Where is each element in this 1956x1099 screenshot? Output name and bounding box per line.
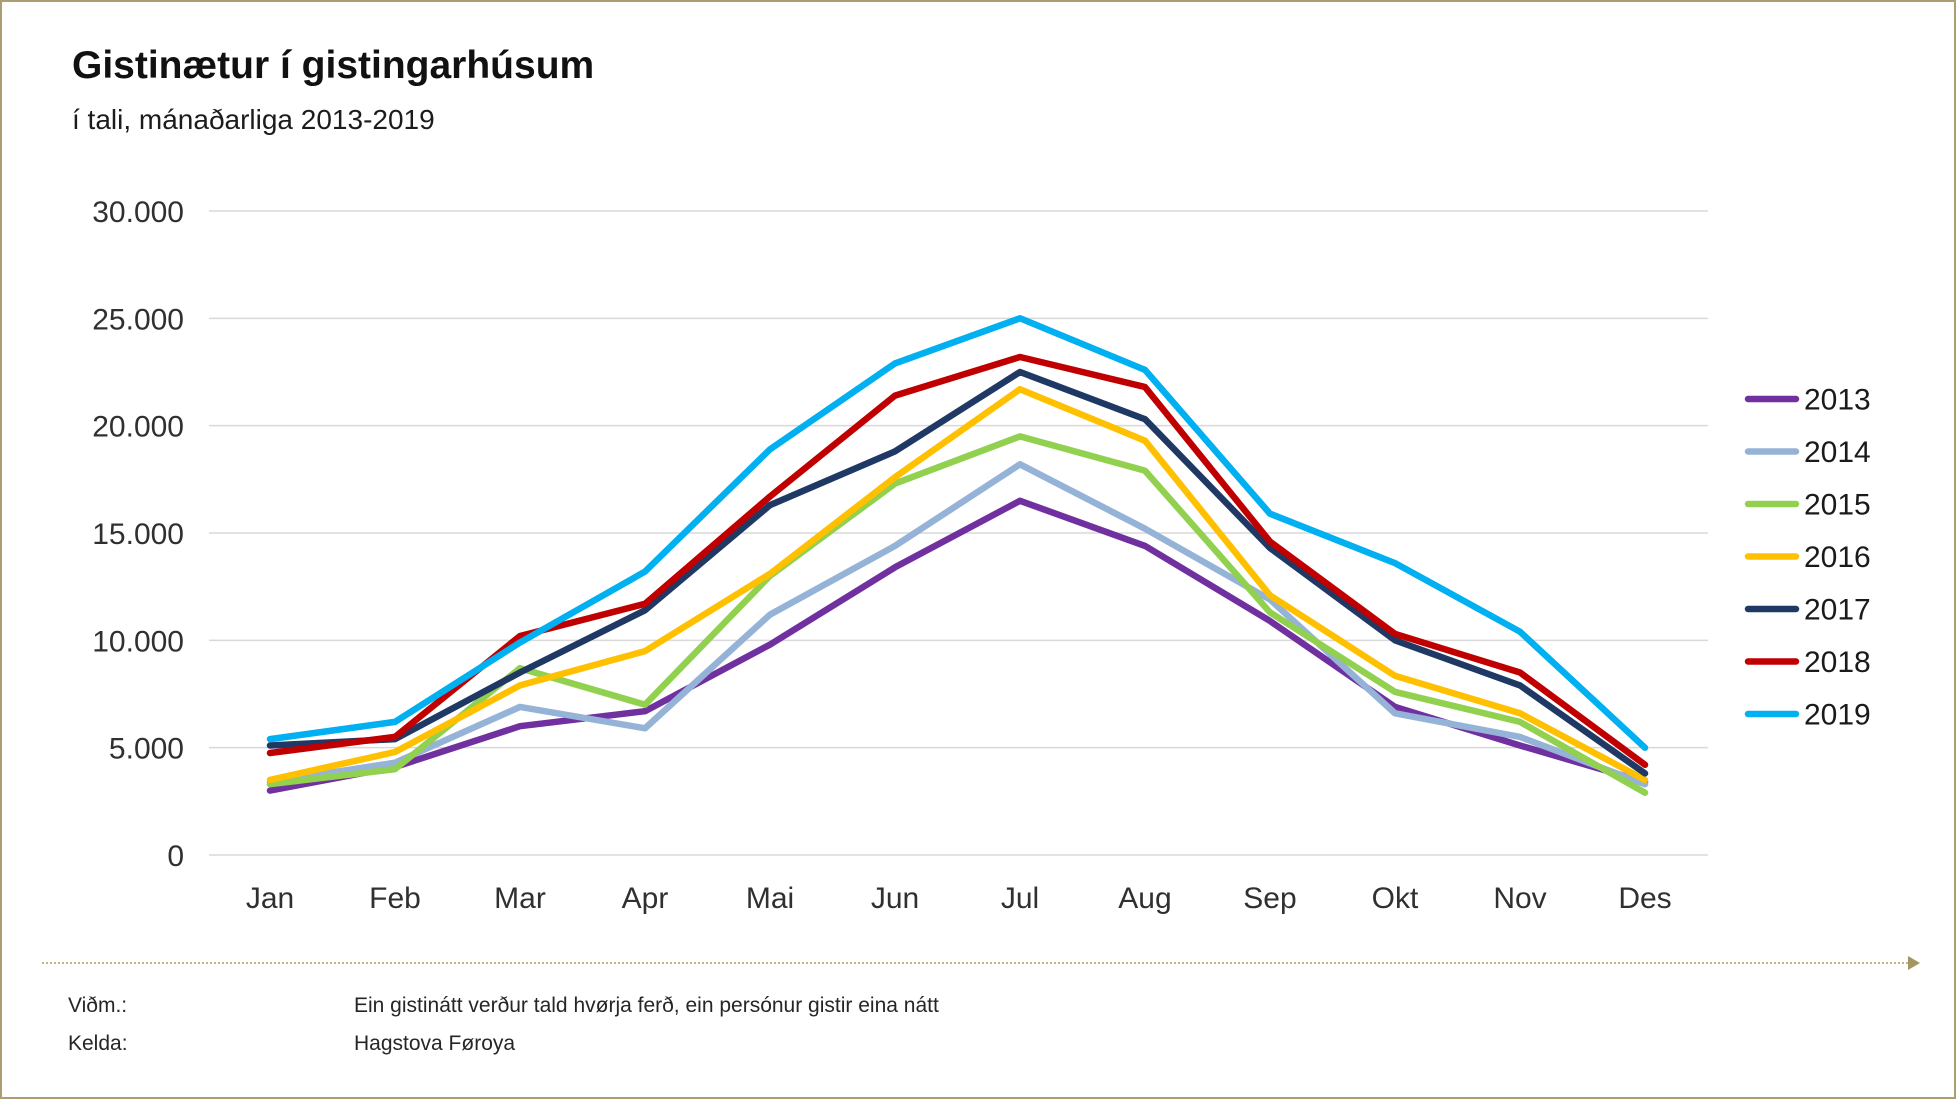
y-axis-label: 20.000 (92, 411, 184, 444)
source-row: Kelda: Hagstova Føroya (68, 1032, 515, 1056)
x-axis-label-mar: Mar (494, 882, 546, 915)
page-subtitle: í tali, mánaðarliga 2013-2019 (72, 104, 435, 135)
y-axis-label: 10.000 (92, 625, 184, 658)
y-axis-label: 5.000 (109, 733, 184, 766)
footnote-label: Viðm.: (68, 994, 128, 1017)
x-axis-label-sep: Sep (1243, 882, 1296, 915)
divider-arrow-icon (1908, 956, 1920, 970)
x-axis-label-nov: Nov (1493, 882, 1546, 915)
legend-label-2015: 2015 (1804, 489, 1871, 522)
legend-label-2014: 2014 (1804, 436, 1871, 469)
page-title: Gistinætur í gistingarhúsum (72, 44, 595, 87)
series-line-2014 (266, 461, 1649, 788)
y-axis-label: 30.000 (92, 196, 184, 229)
legend-label-2017: 2017 (1804, 594, 1871, 627)
x-axis-label-apr: Apr (622, 882, 669, 915)
x-axis-label-jun: Jun (871, 882, 919, 915)
source-label: Kelda: (68, 1032, 128, 1055)
y-axis-label: 25.000 (92, 303, 184, 336)
x-axis-label-des: Des (1618, 882, 1671, 915)
series-line-2016 (266, 385, 1649, 784)
legend-label-2016: 2016 (1804, 541, 1871, 574)
x-axis-label-mai: Mai (746, 882, 794, 915)
x-axis-label-jan: Jan (246, 882, 294, 915)
x-axis-label-aug: Aug (1118, 882, 1171, 915)
legend-label-2019: 2019 (1804, 699, 1871, 732)
x-axis-label-feb: Feb (369, 882, 421, 915)
source-text: Hagstova Føroya (354, 1032, 516, 1055)
footnote-row: Viðm.: Ein gistinátt verður tald hvørja f… (68, 994, 939, 1018)
x-axis-label-okt: Okt (1372, 882, 1419, 915)
legend-label-2018: 2018 (1804, 646, 1871, 679)
series-line-2017 (266, 368, 1649, 777)
y-axis-label: 0 (167, 840, 184, 873)
series-line-2013 (266, 497, 1649, 794)
footer-divider (42, 962, 1908, 964)
footnote-text: Ein gistinátt verður tald hvørja ferð, e… (354, 994, 939, 1017)
y-axis-label: 15.000 (92, 518, 184, 551)
legend-label-2013: 2013 (1804, 384, 1871, 417)
x-axis-label-jul: Jul (1001, 882, 1039, 915)
series-line-2019 (266, 315, 1649, 751)
